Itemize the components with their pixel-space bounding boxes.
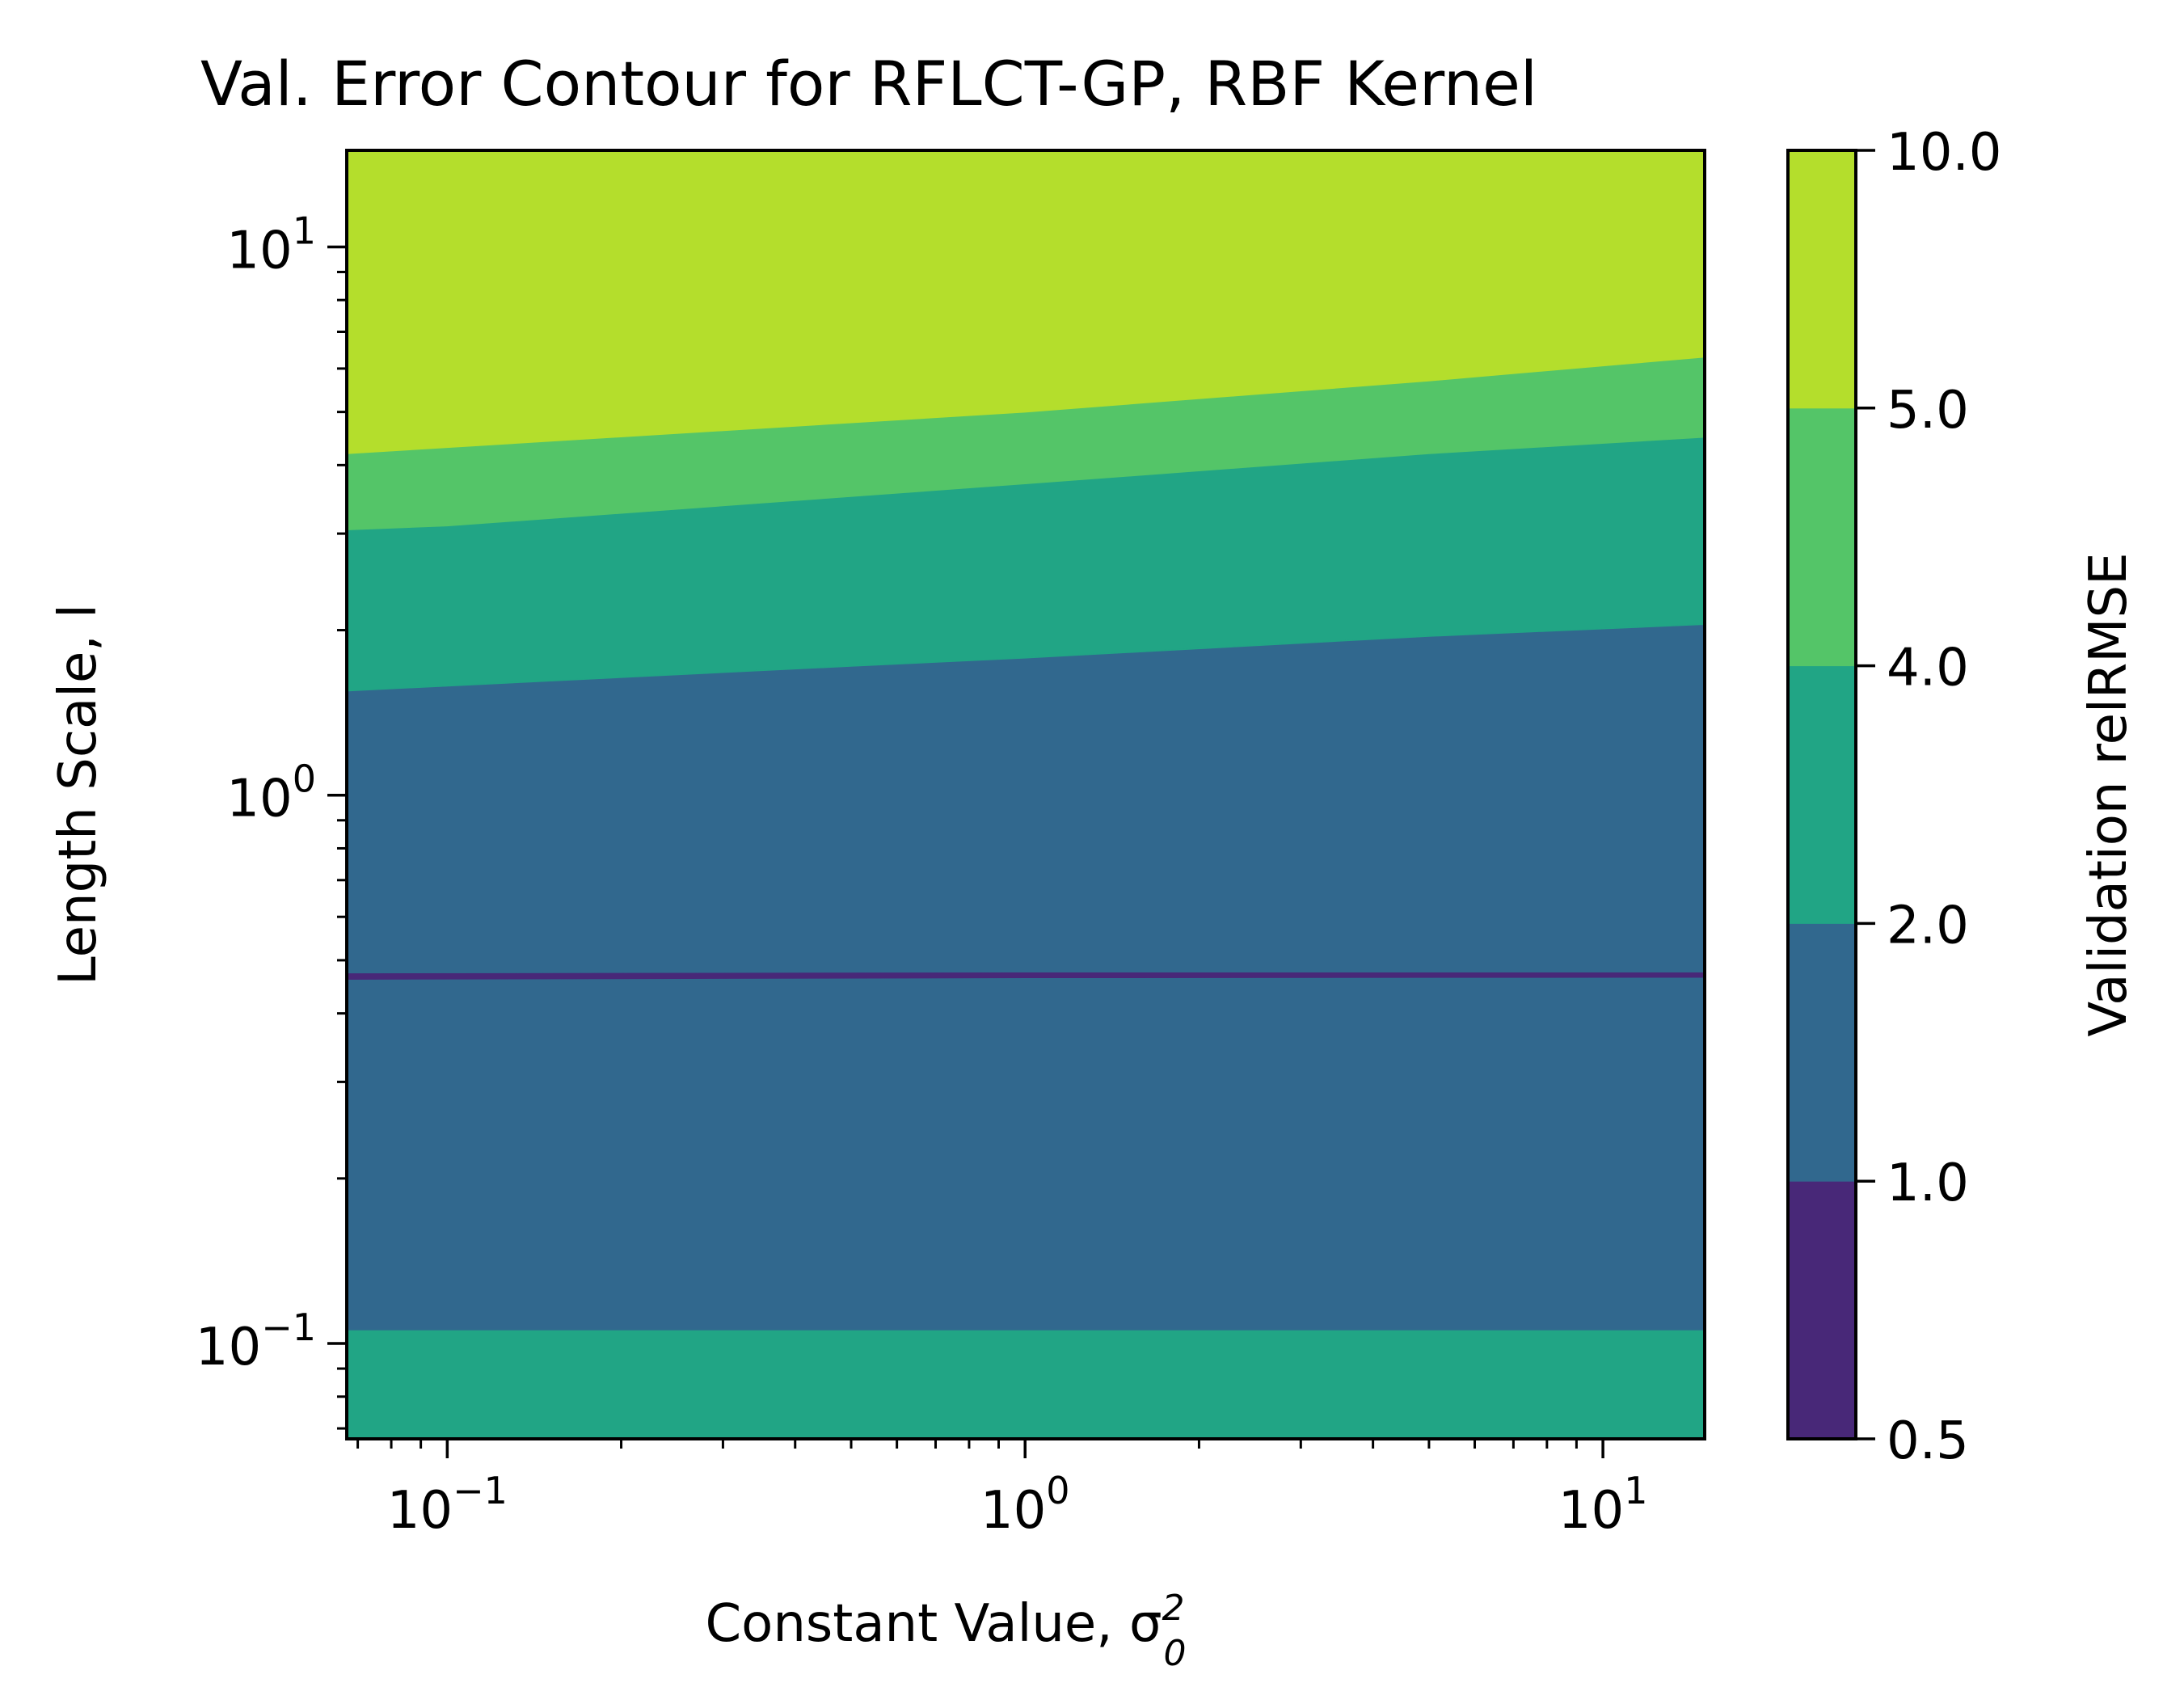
x-axis-label-text: Constant Value, σ bbox=[705, 1594, 1162, 1654]
y-tick-label-0: 10−1 bbox=[196, 1305, 316, 1377]
colorbar-label: Validation relRMSE bbox=[2079, 552, 2139, 1036]
colorbar-tick-label-2: 2.0 bbox=[1887, 896, 1969, 955]
colorbar-tick-label-0: 0.5 bbox=[1887, 1411, 1969, 1471]
colorbar-tick-label-3: 4.0 bbox=[1887, 639, 1969, 698]
colorbar-frame bbox=[1786, 149, 1857, 1440]
y-tick-label-2: 101 bbox=[226, 209, 316, 280]
contour-regions bbox=[346, 150, 1705, 1440]
contour-region-0 bbox=[346, 1329, 1705, 1440]
colorbar bbox=[1786, 149, 1857, 1440]
x-tick-label-0: 10−1 bbox=[387, 1469, 508, 1541]
colorbar-tick-label-4: 5.0 bbox=[1887, 381, 1969, 441]
x-axis-label-subscript: 0 bbox=[1164, 1633, 1187, 1674]
x-tick-label-1: 100 bbox=[980, 1469, 1070, 1541]
colorbar-ticks: 0.5 1.0 2.0 4.0 5.0 10.0 bbox=[1856, 123, 2002, 1471]
x-axis-ticks: 10−1 100 101 bbox=[356, 1439, 1648, 1541]
y-axis-ticks: 10−1 100 101 bbox=[196, 209, 347, 1430]
colorbar-tick-label-1: 1.0 bbox=[1887, 1154, 1969, 1213]
colorbar-segment-4 bbox=[1788, 150, 1856, 409]
x-axis-label-superscript: 2 bbox=[1162, 1588, 1185, 1629]
colorbar-segment-3 bbox=[1788, 407, 1856, 667]
x-axis-label: Constant Value, σ2 0 bbox=[705, 1588, 1186, 1674]
colorbar-segment-0 bbox=[1788, 1181, 1856, 1440]
y-tick-label-1: 100 bbox=[226, 757, 316, 829]
y-axis-label: Length Scale, l bbox=[48, 604, 108, 985]
colorbar-tick-label-5: 10.0 bbox=[1887, 123, 2002, 183]
chart-title: Val. Error Contour for RFLCT-GP, RBF Ker… bbox=[200, 48, 1537, 120]
colorbar-segment-1 bbox=[1788, 923, 1856, 1182]
colorbar-segment-2 bbox=[1788, 665, 1856, 924]
x-tick-label-2: 101 bbox=[1558, 1469, 1648, 1541]
